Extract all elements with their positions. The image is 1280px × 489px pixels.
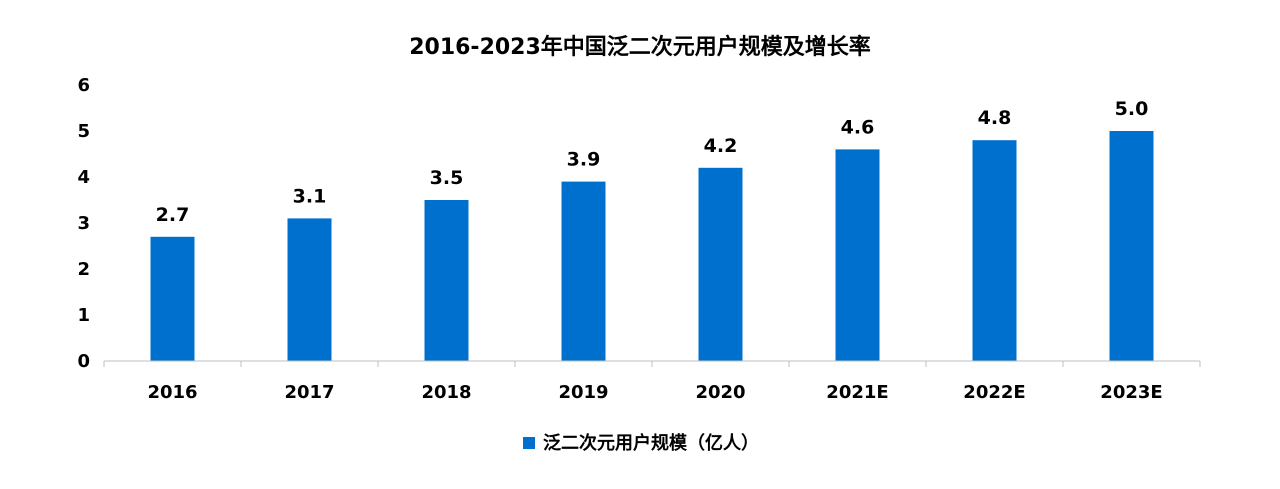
- bar-2016: [150, 236, 195, 361]
- data-label: 3.5: [430, 167, 464, 189]
- data-label: 5.0: [1115, 98, 1149, 120]
- bar-2019: [561, 181, 606, 361]
- bar-2022e: [972, 140, 1017, 361]
- legend-swatch: [523, 437, 535, 449]
- x-tick-label: 2022E: [963, 382, 1025, 403]
- x-tick-label: 2020: [695, 382, 745, 403]
- chart-title: 2016-2023年中国泛二次元用户规模及增长率: [409, 34, 871, 60]
- y-tick-label: 6: [77, 75, 90, 96]
- y-tick-label: 5: [77, 121, 90, 142]
- bar-series: [150, 131, 1154, 361]
- bar-2018: [424, 200, 469, 361]
- bar-2021e: [835, 149, 880, 361]
- x-tick-label: 2023E: [1100, 382, 1162, 403]
- x-tick-label: 2021E: [826, 382, 888, 403]
- data-label: 4.2: [704, 135, 738, 157]
- x-tick-label: 2019: [558, 382, 608, 403]
- x-tick-label: 2018: [421, 382, 471, 403]
- x-axis: 2016 2017 2018 2019 2020 2021E 2022E 2023E: [103, 360, 1201, 403]
- y-tick-label: 4: [77, 167, 90, 188]
- bar-2020: [698, 167, 743, 361]
- bar-2023e: [1109, 131, 1154, 361]
- bar-2017: [287, 218, 332, 361]
- x-tick-label: 2017: [284, 382, 334, 403]
- data-labels: 2.7 3.1 3.5 3.9 4.2 4.6 4.8 5.0: [156, 98, 1149, 226]
- y-tick-label: 2: [77, 259, 90, 280]
- y-tick-label: 3: [77, 213, 90, 234]
- data-label: 3.9: [567, 149, 601, 171]
- x-tick-label: 2016: [147, 382, 197, 403]
- data-label: 4.6: [841, 116, 875, 138]
- data-label: 2.7: [156, 204, 190, 226]
- y-tick-label: 0: [77, 351, 90, 372]
- legend-label: 泛二次元用户规模（亿人）: [543, 432, 759, 454]
- data-label: 3.1: [293, 185, 327, 207]
- legend: 泛二次元用户规模（亿人）: [523, 432, 759, 454]
- y-tick-label: 1: [77, 305, 90, 326]
- data-label: 4.8: [978, 107, 1012, 129]
- y-axis: 0 1 2 3 4 5 6: [77, 75, 90, 372]
